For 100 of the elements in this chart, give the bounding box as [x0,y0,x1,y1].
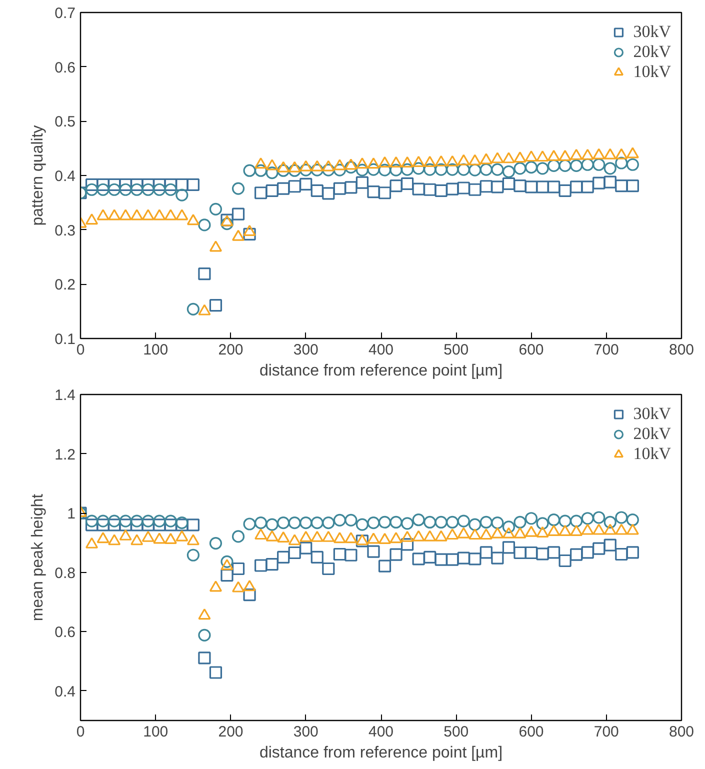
point [288,161,301,172]
point [558,524,572,536]
x-axis-title: distance from reference point [µm] [259,744,503,762]
point [108,514,121,528]
point [300,178,312,190]
point [232,562,245,576]
point [333,548,346,561]
x-tick-label: 800 [668,342,694,358]
point [153,183,166,196]
x-tick-label: 600 [518,724,544,740]
point [142,530,154,542]
point [480,163,492,176]
point [288,180,301,193]
point [558,150,572,161]
point [502,177,516,190]
point [310,164,324,176]
point [198,608,211,620]
point [468,518,482,531]
point [367,163,380,176]
point [322,530,335,542]
legend-label: 30kV [633,404,671,424]
point [581,158,594,171]
point [558,514,572,528]
x-tick-label: 100 [143,724,168,740]
point [480,180,492,193]
point [615,148,628,160]
point [277,161,290,172]
point [243,224,256,236]
point [300,530,312,542]
point [412,514,425,526]
point [604,516,616,529]
point [502,527,516,538]
point [390,548,402,561]
point [176,209,188,220]
point [153,514,166,528]
point [491,527,504,538]
point [581,180,594,194]
y-tick-label: 0.8 [54,564,76,582]
point [266,159,278,170]
point [288,534,301,546]
point [592,148,606,160]
point [626,514,639,526]
point [243,580,256,592]
point [536,162,549,175]
x-tick-label: 100 [143,342,168,358]
point [300,160,312,172]
point [446,163,459,176]
point [232,230,245,241]
point [266,530,278,542]
point [434,184,448,198]
point [220,555,234,568]
point [232,581,245,592]
point [310,550,324,564]
point [615,548,628,561]
point [502,165,516,178]
point [333,532,346,544]
point [266,166,278,180]
point [524,161,538,174]
point [400,163,414,176]
legend-label: 20kV [633,42,671,62]
point [153,178,166,192]
point [254,559,268,572]
point [333,182,346,195]
y-tick-label: 0.7 [54,5,76,22]
point [198,652,211,664]
point [626,147,639,158]
point [266,558,278,571]
point [457,154,470,166]
point [333,514,346,526]
point [164,514,177,528]
point [412,530,425,542]
point [322,516,335,530]
point [457,552,470,564]
point [119,183,132,196]
point [468,552,482,566]
point [390,516,402,529]
point [243,228,256,240]
point [570,148,583,160]
x-tick-label: 300 [293,724,318,740]
point [130,209,144,220]
point [446,553,459,566]
point [378,186,392,200]
point [209,580,222,592]
point [424,183,436,196]
point [581,148,594,160]
point [502,152,516,164]
y-axis-title: pattern quality [30,125,47,226]
point [142,178,154,192]
x-tick-label: 800 [668,724,694,740]
point [85,514,98,528]
point [186,214,200,226]
point [367,532,380,544]
point [424,156,436,167]
point [547,159,560,172]
point [300,516,312,530]
point [277,516,290,530]
point [356,157,369,169]
point [344,514,358,526]
point [626,158,639,171]
point [209,666,222,679]
